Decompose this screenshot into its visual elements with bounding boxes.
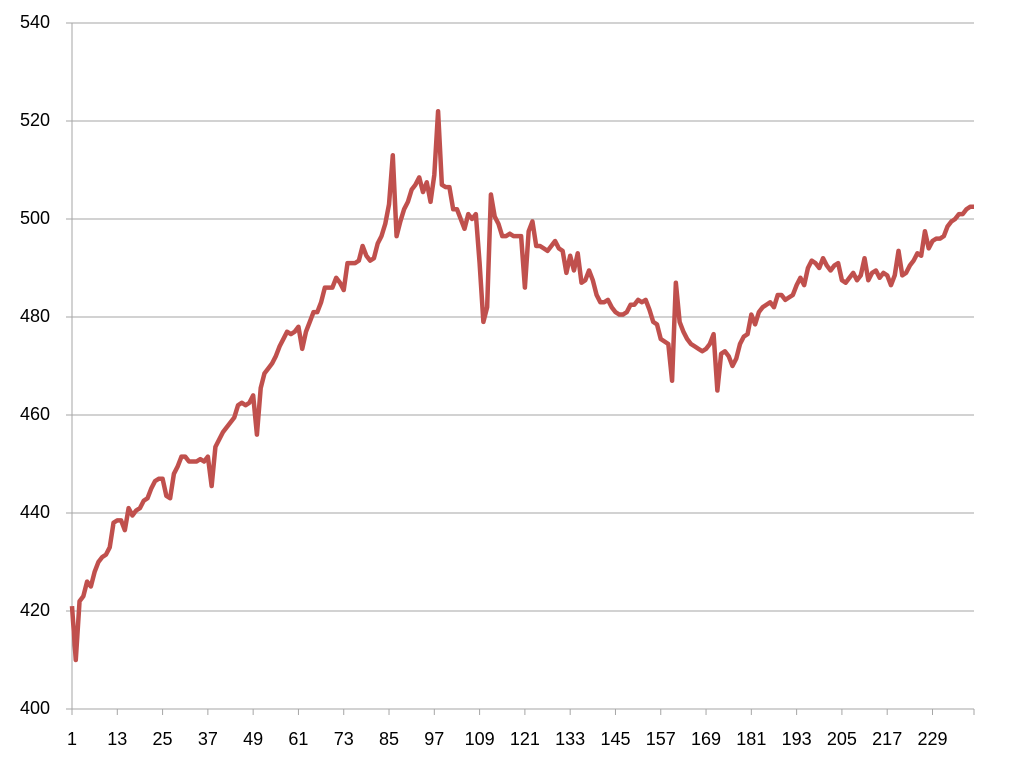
x-tick-label: 157 [646, 729, 676, 749]
y-tick-label: 520 [20, 110, 50, 130]
data-line [69, 108, 974, 663]
x-tick-label: 49 [243, 729, 263, 749]
x-tick-label: 73 [334, 729, 354, 749]
x-tick-label: 145 [600, 729, 630, 749]
x-tick-label: 193 [782, 729, 812, 749]
x-tick-label: 229 [917, 729, 947, 749]
y-tick-label: 480 [20, 306, 50, 326]
y-tick-label: 420 [20, 600, 50, 620]
y-tick-label: 400 [20, 698, 50, 718]
y-tick-label: 500 [20, 208, 50, 228]
x-tick-label: 169 [691, 729, 721, 749]
x-tick-label: 85 [379, 729, 399, 749]
x-tick-label: 61 [288, 729, 308, 749]
x-tick-label: 25 [153, 729, 173, 749]
y-tick-label: 540 [20, 12, 50, 32]
x-tick-label: 97 [424, 729, 444, 749]
x-tick-label: 181 [736, 729, 766, 749]
x-tick-label: 37 [198, 729, 218, 749]
x-tick-label: 121 [510, 729, 540, 749]
y-tick-label: 440 [20, 502, 50, 522]
x-tick-label: 109 [465, 729, 495, 749]
x-tick-label: 13 [107, 729, 127, 749]
x-tick-label: 205 [827, 729, 857, 749]
x-tick-label: 133 [555, 729, 585, 749]
x-tick-label: 217 [872, 729, 902, 749]
y-tick-label: 460 [20, 404, 50, 424]
x-tick-label: 1 [67, 729, 77, 749]
